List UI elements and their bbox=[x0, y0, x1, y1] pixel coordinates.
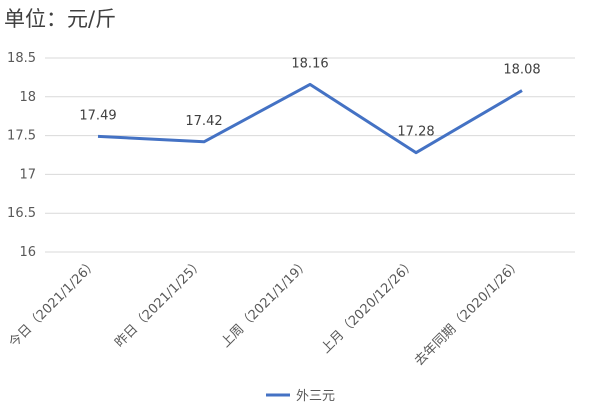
data-label: 17.49 bbox=[79, 108, 116, 123]
data-label: 17.42 bbox=[185, 114, 222, 129]
series-line bbox=[97, 82, 523, 155]
x-tick-label: 今日（2021/1/26） bbox=[6, 256, 101, 351]
data-labels: 17.49 17.42 18.16 17.28 18.08 bbox=[79, 56, 540, 139]
x-tick-label: 上月（2020/12/26） bbox=[318, 256, 418, 356]
x-tick-label: 去年同期（2020/1/26） bbox=[412, 256, 525, 369]
y-tick-label: 18.5 bbox=[7, 51, 36, 66]
series-lines bbox=[97, 82, 523, 155]
y-tick-label: 17.5 bbox=[7, 129, 36, 144]
y-tick-label: 17 bbox=[19, 167, 36, 182]
legend: 外三元 bbox=[266, 389, 335, 404]
data-label: 18.08 bbox=[503, 63, 540, 78]
y-tick-label: 18 bbox=[19, 90, 36, 105]
x-axis-ticks: 今日（2021/1/26） 昨日（2021/1/25） 上周（2021/1/19）上… bbox=[6, 256, 525, 370]
unit-label: 单位：元/斤 bbox=[4, 7, 116, 31]
data-label: 18.16 bbox=[291, 56, 328, 71]
x-tick-label: 昨日（2021/1/25） bbox=[112, 256, 207, 351]
y-tick-label: 16 bbox=[19, 245, 36, 260]
x-tick-label: 上周（2021/1/19） bbox=[218, 256, 313, 351]
data-label: 17.28 bbox=[397, 125, 434, 140]
y-axis-ticks: 16 16.5 17 17.5 18 18.5 bbox=[7, 51, 36, 260]
legend-label: 外三元 bbox=[296, 389, 335, 404]
y-tick-label: 16.5 bbox=[7, 206, 36, 221]
gridlines bbox=[45, 57, 575, 253]
